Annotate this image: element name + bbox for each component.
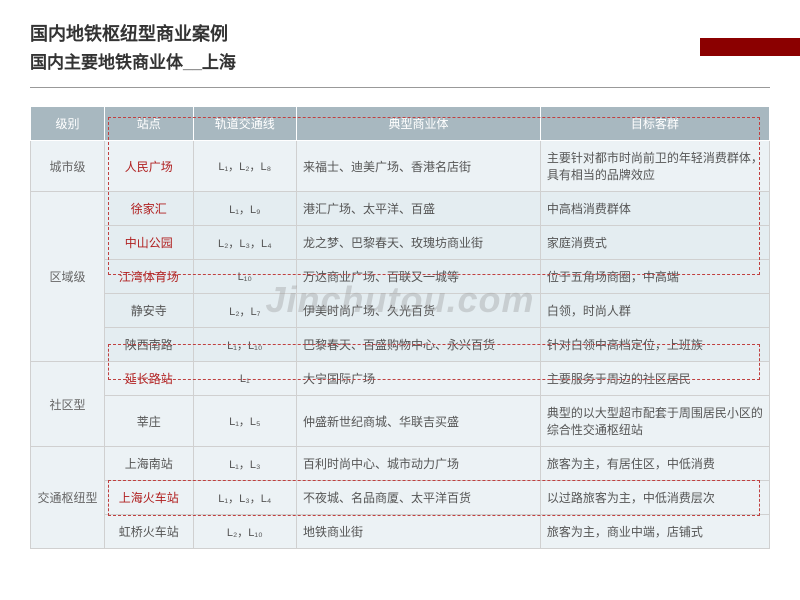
table-wrap: 级别 站点 轨道交通线 典型商业体 目标客群 城市级人民广场L₁，L₂，L₈来福… — [0, 88, 800, 549]
target-cell: 家庭消费式 — [540, 226, 769, 260]
lines-cell: L₁，L₂，L₈ — [193, 141, 296, 192]
station-cell: 人民广场 — [104, 141, 193, 192]
target-cell: 位于五角场商圈，中高端 — [540, 260, 769, 294]
biz-cell: 龙之梦、巴黎春天、玫瑰坊商业街 — [297, 226, 541, 260]
station-cell: 莘庄 — [104, 396, 193, 447]
target-cell: 白领，时尚人群 — [540, 294, 769, 328]
biz-cell: 巴黎春天、百盛购物中心、永兴百货 — [297, 328, 541, 362]
station-cell: 上海南站 — [104, 447, 193, 481]
lines-cell: L₁，L₅ — [193, 396, 296, 447]
station-cell: 延长路站 — [104, 362, 193, 396]
biz-cell: 伊美时尚广场、久光百货 — [297, 294, 541, 328]
biz-cell: 港汇广场、太平洋、百盛 — [297, 192, 541, 226]
category-cell: 城市级 — [31, 141, 105, 192]
target-cell: 针对白领中高档定位，上班族 — [540, 328, 769, 362]
col-target: 目标客群 — [540, 107, 769, 141]
biz-cell: 不夜城、名品商厦、太平洋百货 — [297, 481, 541, 515]
target-cell: 旅客为主，商业中端，店铺式 — [540, 515, 769, 549]
target-cell: 主要针对都市时尚前卫的年轻消费群体，具有相当的品牌效应 — [540, 141, 769, 192]
lines-cell: L₁ — [193, 362, 296, 396]
table-row: 江湾体育场L₁₀万达商业广场、百联又一城等位于五角场商圈，中高端 — [31, 260, 770, 294]
col-biz: 典型商业体 — [297, 107, 541, 141]
lines-cell: L₁，L₉ — [193, 192, 296, 226]
title-main: 国内地铁枢纽型商业案例 — [30, 20, 770, 46]
lines-cell: L₂，L₁₀ — [193, 515, 296, 549]
station-cell: 中山公园 — [104, 226, 193, 260]
station-cell: 陕西南路 — [104, 328, 193, 362]
biz-cell: 地铁商业街 — [297, 515, 541, 549]
metro-table: 级别 站点 轨道交通线 典型商业体 目标客群 城市级人民广场L₁，L₂，L₈来福… — [30, 106, 770, 549]
table-row: 虹桥火车站L₂，L₁₀地铁商业街旅客为主，商业中端，店铺式 — [31, 515, 770, 549]
table-row: 陕西南路L₁，L₁₀巴黎春天、百盛购物中心、永兴百货针对白领中高档定位，上班族 — [31, 328, 770, 362]
biz-cell: 百利时尚中心、城市动力广场 — [297, 447, 541, 481]
station-cell: 江湾体育场 — [104, 260, 193, 294]
station-cell: 虹桥火车站 — [104, 515, 193, 549]
table-row: 社区型延长路站L₁大宁国际广场主要服务于周边的社区居民 — [31, 362, 770, 396]
biz-cell: 仲盛新世纪商城、华联吉买盛 — [297, 396, 541, 447]
accent-bar — [700, 38, 800, 56]
lines-cell: L₁₀ — [193, 260, 296, 294]
table-row: 城市级人民广场L₁，L₂，L₈来福士、迪美广场、香港名店街主要针对都市时尚前卫的… — [31, 141, 770, 192]
lines-cell: L₁，L₁₀ — [193, 328, 296, 362]
station-cell: 徐家汇 — [104, 192, 193, 226]
category-cell: 交通枢纽型 — [31, 447, 105, 549]
category-cell: 社区型 — [31, 362, 105, 447]
target-cell: 典型的以大型超市配套于周围居民小区的综合性交通枢纽站 — [540, 396, 769, 447]
table-row: 交通枢纽型上海南站L₁，L₃百利时尚中心、城市动力广场旅客为主，有居住区，中低消… — [31, 447, 770, 481]
target-cell: 中高档消费群体 — [540, 192, 769, 226]
table-row: 静安寺L₂，L₇伊美时尚广场、久光百货白领，时尚人群 — [31, 294, 770, 328]
target-cell: 旅客为主，有居住区，中低消费 — [540, 447, 769, 481]
col-station: 站点 — [104, 107, 193, 141]
station-cell: 上海火车站 — [104, 481, 193, 515]
lines-cell: L₁，L₃，L₄ — [193, 481, 296, 515]
biz-cell: 来福士、迪美广场、香港名店街 — [297, 141, 541, 192]
biz-cell: 万达商业广场、百联又一城等 — [297, 260, 541, 294]
table-row: 莘庄L₁，L₅仲盛新世纪商城、华联吉买盛典型的以大型超市配套于周围居民小区的综合… — [31, 396, 770, 447]
col-lines: 轨道交通线 — [193, 107, 296, 141]
category-cell: 区域级 — [31, 192, 105, 362]
table-row: 上海火车站L₁，L₃，L₄不夜城、名品商厦、太平洋百货以过路旅客为主，中低消费层… — [31, 481, 770, 515]
lines-cell: L₁，L₃ — [193, 447, 296, 481]
title-sub: 国内主要地铁商业体__上海 — [30, 48, 770, 73]
header-row: 级别 站点 轨道交通线 典型商业体 目标客群 — [31, 107, 770, 141]
col-level: 级别 — [31, 107, 105, 141]
page-header: 国内地铁枢纽型商业案例 国内主要地铁商业体__上海 — [0, 0, 800, 81]
biz-cell: 大宁国际广场 — [297, 362, 541, 396]
table-row: 中山公园L₂，L₃，L₄龙之梦、巴黎春天、玫瑰坊商业街家庭消费式 — [31, 226, 770, 260]
station-cell: 静安寺 — [104, 294, 193, 328]
target-cell: 主要服务于周边的社区居民 — [540, 362, 769, 396]
lines-cell: L₂，L₃，L₄ — [193, 226, 296, 260]
target-cell: 以过路旅客为主，中低消费层次 — [540, 481, 769, 515]
lines-cell: L₂，L₇ — [193, 294, 296, 328]
table-row: 区域级徐家汇L₁，L₉港汇广场、太平洋、百盛中高档消费群体 — [31, 192, 770, 226]
